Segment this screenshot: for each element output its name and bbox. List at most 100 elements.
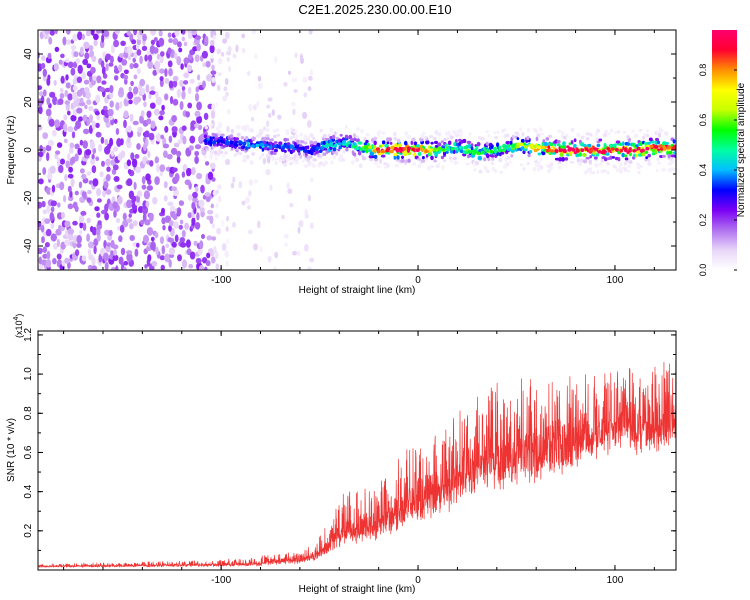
spectrogram-cell	[389, 149, 394, 154]
spectrogram-cell	[201, 234, 205, 239]
spectrogram-cell	[47, 139, 55, 147]
spectrogram-cell	[126, 140, 132, 149]
spectrogram-cell	[117, 64, 123, 72]
spectrogram-cell	[254, 53, 258, 60]
spectrogram-cell	[42, 146, 46, 154]
spectrogram-cell	[141, 45, 148, 52]
spectrogram-cell	[596, 137, 599, 141]
spectrogram-cell	[522, 150, 526, 154]
spectrogram-cell	[306, 145, 310, 149]
spectrogram-cell	[189, 78, 195, 84]
spectrogram-cell	[86, 63, 92, 69]
spectrogram-cell	[112, 244, 119, 250]
spectrogram-cell	[259, 129, 265, 133]
spectrogram-cell	[670, 156, 673, 161]
spectrogram-cell	[445, 151, 449, 154]
spectrogram-cell	[79, 221, 84, 229]
spectrogram-cell	[112, 201, 119, 209]
spectrogram-cell	[120, 40, 126, 46]
spectrogram-cell	[541, 151, 546, 156]
spectrogram-cell	[397, 138, 401, 143]
spectrogram-cell	[159, 236, 165, 245]
spectrogram-cell	[390, 145, 395, 150]
spectrogram-cell	[200, 184, 205, 194]
spectrogram-cell	[50, 233, 57, 242]
spectrogram-cell	[142, 213, 147, 222]
spectrogram-cell	[295, 156, 300, 162]
spectrogram-cell	[86, 171, 92, 176]
spectrogram-cell	[113, 146, 118, 152]
spectrogram-cell	[401, 155, 404, 159]
spectrogram-cell	[446, 137, 450, 141]
spectrogram-cell	[92, 75, 98, 81]
spectrogram-cell	[133, 181, 137, 190]
spectrogram-cell	[54, 119, 60, 128]
spectrogram-cell	[187, 102, 193, 109]
spectrogram-cell	[400, 158, 405, 163]
spectrogram-cell	[145, 173, 151, 182]
spectrogram-cell	[78, 116, 83, 122]
spectrogram-cell	[519, 142, 524, 147]
spectrogram-cell	[242, 155, 246, 159]
spectrogram-cell	[618, 142, 623, 146]
spectrogram-cell	[154, 156, 159, 164]
spectrogram-cell	[72, 85, 78, 91]
spectrogram-cell	[152, 197, 158, 205]
spectrogram-cell	[467, 144, 472, 149]
spectrogram-cell	[139, 115, 144, 124]
spectrogram-cell	[598, 138, 603, 142]
spectrogram-cell	[289, 162, 293, 166]
spectrogram-cell	[107, 108, 114, 117]
spectrogram-cell	[211, 236, 217, 241]
spectrogram-cell	[601, 149, 606, 153]
spectrogram-cell	[283, 234, 289, 239]
spectrogram-cell	[123, 74, 129, 81]
spectrogram-cell	[57, 98, 64, 105]
spectrogram-cell	[255, 143, 260, 148]
spectrogram-cell	[335, 151, 339, 156]
spectrogram-cell	[88, 105, 94, 112]
spectrogram-cell	[358, 163, 363, 168]
spectrogram-cell	[53, 63, 59, 72]
spectrogram-cell	[606, 170, 610, 175]
spectrogram-cell	[651, 152, 656, 156]
spectrogram-cell	[90, 66, 96, 74]
x-tick-label: -100	[211, 575, 231, 586]
spectrogram-cell	[68, 166, 73, 173]
spectrogram-cell	[63, 138, 68, 144]
spectrogram-cell	[59, 181, 65, 191]
spectrogram-cell	[204, 192, 211, 197]
spectrogram-cell	[149, 160, 154, 167]
spectrogram-cell	[174, 234, 179, 243]
spectrogram-cell	[70, 178, 75, 187]
spectrogram-cell	[507, 147, 510, 152]
spectrogram-cell	[376, 149, 381, 154]
spectrogram-cell	[575, 148, 580, 153]
spectrogram-cell	[603, 157, 608, 162]
spectrogram-cell	[614, 148, 619, 152]
spectrogram-cell	[126, 250, 133, 255]
spectrogram-cell	[407, 146, 411, 150]
spectrogram-cell	[97, 220, 102, 226]
spectrogram-cell	[41, 236, 45, 244]
spectrogram-cell	[393, 153, 398, 157]
spectrogram-cell	[212, 136, 215, 140]
spectrogram-cell	[215, 251, 219, 259]
spectrogram-cell	[433, 147, 437, 151]
spectrogram-cell	[38, 151, 44, 158]
spectrogram-cell	[649, 144, 654, 149]
spectrogram-cell	[144, 130, 150, 138]
spectrogram-cell	[96, 75, 102, 84]
spectrogram-cell	[398, 146, 403, 151]
spectrogram-cell	[126, 178, 133, 187]
spectrogram-cell	[502, 147, 507, 152]
spectrogram-cell	[197, 247, 203, 256]
spectrogram-cell	[206, 235, 213, 241]
colorbar-tick-label: 0.2	[698, 214, 708, 227]
spectrogram-cell	[127, 91, 134, 100]
spectrogram-cell	[379, 158, 382, 163]
spectrogram-cell	[160, 51, 165, 57]
spectrogram-cell	[217, 57, 223, 65]
spectrogram-cell	[394, 143, 398, 148]
spectrogram-cell	[569, 160, 575, 164]
